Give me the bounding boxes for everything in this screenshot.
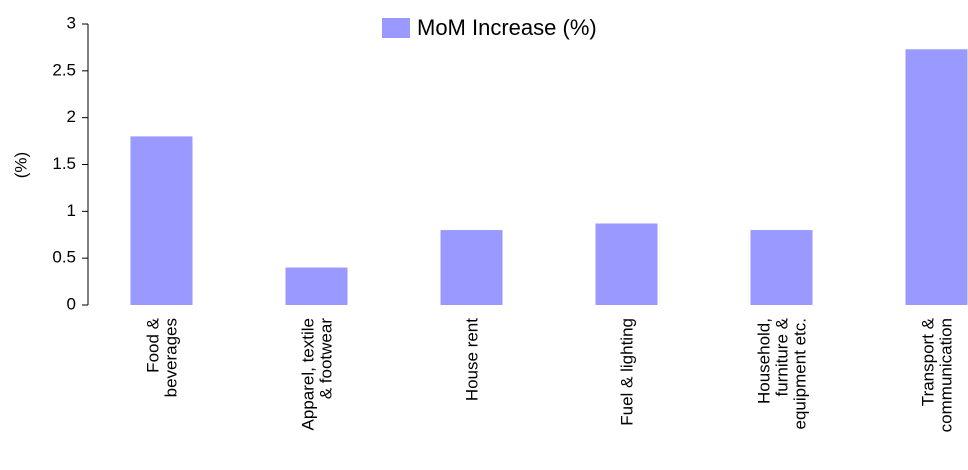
bar: [130, 136, 193, 305]
legend-label: MoM Increase (%): [417, 15, 597, 40]
bar: [285, 267, 348, 305]
y-axis-label: (%): [11, 152, 30, 178]
y-tick-label: 0: [67, 294, 76, 313]
y-tick-label: 3: [67, 13, 76, 32]
y-tick-label: 2: [67, 107, 76, 126]
bar: [905, 49, 968, 305]
y-tick-label: 1: [67, 201, 76, 220]
x-tick-label: Apparel, textile& footwear: [299, 318, 336, 431]
bar: [440, 230, 503, 305]
y-tick-label: 2.5: [52, 60, 76, 79]
x-tick-label: Transport &communication: [919, 317, 956, 432]
x-tick-label: Household,furniture &equipment etc.: [755, 317, 810, 429]
bar: [595, 223, 658, 305]
bar: [750, 230, 813, 305]
legend-swatch: [382, 18, 410, 38]
x-tick-label: Food &beverages: [144, 317, 181, 397]
x-tick-label: House rent: [463, 318, 482, 401]
y-tick-label: 1.5: [52, 154, 76, 173]
x-tick-label: Fuel & lighting: [618, 318, 637, 426]
y-tick-label: 0.5: [52, 248, 76, 267]
